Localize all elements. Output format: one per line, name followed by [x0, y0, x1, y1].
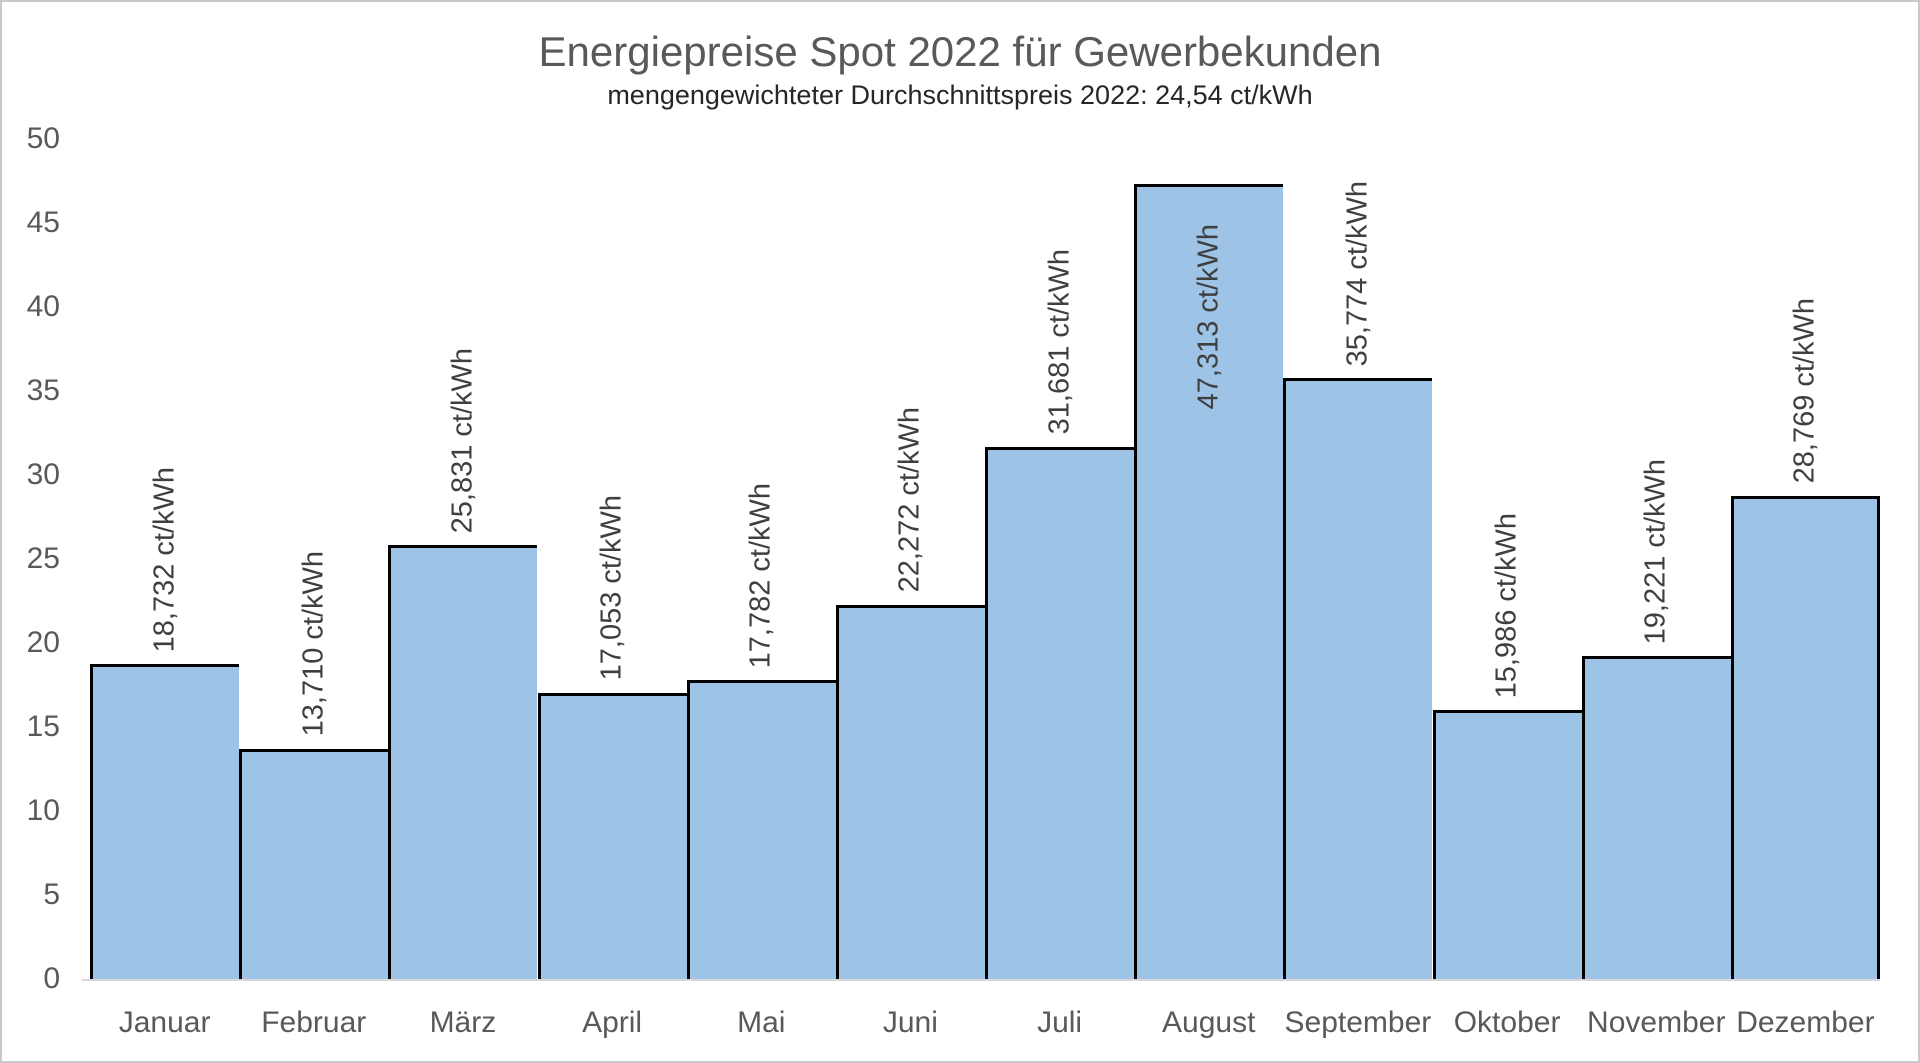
x-axis-label: April [582, 1006, 643, 1039]
x-axis-label: Oktober [1453, 1006, 1561, 1039]
y-axis-tick-label: 25 [26, 542, 60, 575]
x-axis-label: Januar [118, 1006, 211, 1039]
bar-märz [388, 545, 538, 979]
bar-dezember [1730, 495, 1880, 979]
x-axis-label: August [1162, 1006, 1256, 1039]
bar-juni [835, 604, 985, 979]
bar-november [1581, 656, 1731, 979]
x-axis-label: Juli [1037, 1006, 1083, 1039]
bar-april [537, 692, 687, 979]
y-axis-tick-label: 15 [26, 710, 60, 743]
y-axis-tick-label: 35 [26, 374, 60, 407]
bar-september [1283, 378, 1433, 979]
bar-value-label: 31,681 ct/kWh [1042, 249, 1075, 435]
x-axis-label: Dezember [1736, 1006, 1875, 1039]
bar-oktober [1432, 710, 1582, 979]
y-axis-tick-label: 45 [26, 206, 60, 239]
bar-januar [90, 664, 240, 979]
y-axis-tick-label: 30 [26, 458, 60, 491]
y-axis-tick-label: 5 [43, 878, 60, 911]
bar-juli [985, 446, 1135, 979]
x-axis-label: Juni [882, 1006, 938, 1039]
bar-mai [686, 680, 836, 979]
bar-august [1134, 184, 1284, 979]
bar-value-label: 22,272 ct/kWh [893, 407, 926, 593]
x-axis-label: November [1587, 1006, 1726, 1039]
x-axis-line [82, 979, 1880, 981]
chart-subtitle: mengengewichteter Durchschnittspreis 202… [607, 80, 1313, 110]
y-axis-tick-label: 50 [26, 122, 60, 155]
y-axis-tick-label: 0 [43, 962, 60, 995]
bar-februar [239, 748, 389, 979]
x-axis-label: Mai [737, 1006, 786, 1039]
bar-value-label: 18,732 ct/kWh [147, 466, 180, 653]
chart-title: Energiepreise Spot 2022 für Gewerbekunde… [538, 28, 1382, 75]
y-axis-tick-label: 40 [26, 290, 60, 323]
bar-value-label: 15,986 ct/kWh [1490, 513, 1523, 699]
y-axis-tick-label: 10 [26, 794, 60, 827]
x-axis-label: März [429, 1006, 497, 1039]
x-axis-label: September [1284, 1006, 1432, 1039]
bar-value-label: 25,831 ct/kWh [446, 347, 479, 534]
bar-value-label: 13,710 ct/kWh [297, 551, 330, 737]
bar-value-label: 35,774 ct/kWh [1341, 180, 1374, 366]
y-axis-tick-label: 20 [26, 626, 60, 659]
bar-value-label: 19,221 ct/kWh [1639, 458, 1672, 645]
bar-value-label: 17,053 ct/kWh [595, 495, 628, 681]
bar-value-label: 47,313 ct/kWh [1192, 224, 1225, 410]
x-axis-label: Februar [261, 1006, 367, 1039]
bar-value-label: 17,782 ct/kWh [744, 482, 777, 669]
bar-value-label: 28,769 ct/kWh [1788, 298, 1821, 484]
